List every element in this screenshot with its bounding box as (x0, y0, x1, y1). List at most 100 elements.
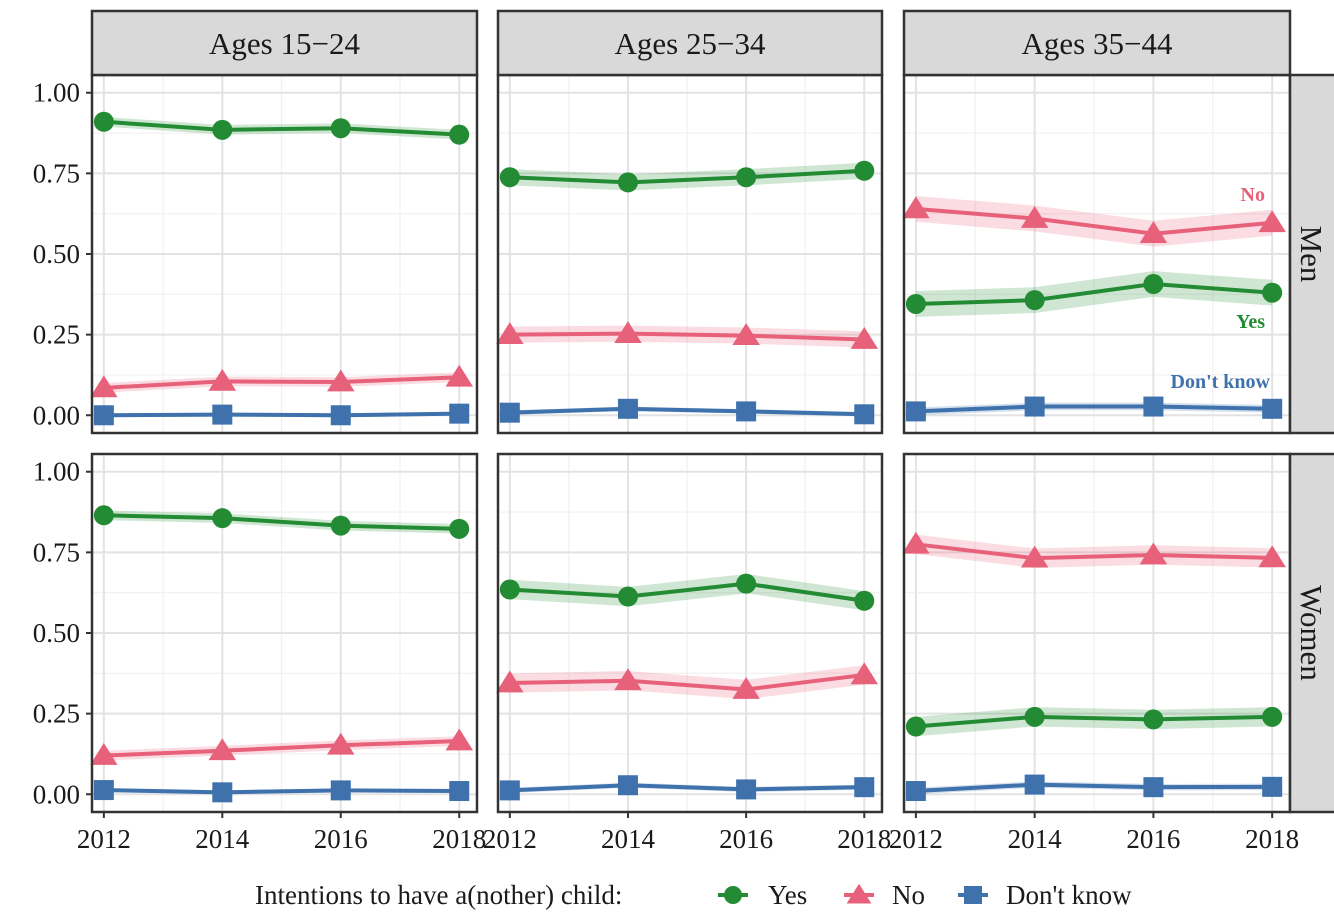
point-dk (93, 780, 114, 801)
x-tick-label: 2012 (483, 824, 537, 854)
point-no (445, 728, 473, 751)
row-strip (1288, 73, 1334, 435)
point-dk (905, 781, 926, 802)
legend-item-dk: Don't know (958, 880, 1132, 910)
series-yes (499, 573, 875, 611)
point-no (1258, 210, 1286, 233)
annotations-layer: No Yes Don't know (1171, 184, 1271, 393)
line-no (103, 375, 460, 390)
column-strip-label: Ages 25−34 (615, 26, 766, 61)
line-yes (509, 168, 865, 185)
strips-layer: Ages 15−24 Ages 25−34 Ages 35−44 Men Women (90, 9, 1334, 814)
point-no (90, 743, 118, 765)
point-dk (736, 401, 757, 422)
line-no (509, 331, 865, 342)
point-dk (449, 781, 470, 802)
y-tick-label: 1.00 (33, 78, 80, 108)
point-no (614, 668, 642, 691)
x-tick-label: 2016 (314, 824, 368, 854)
point-yes (736, 167, 757, 188)
point-no (496, 322, 524, 345)
legend-label: Don't know (1006, 880, 1132, 910)
row-strip-label: Women (1294, 585, 1329, 681)
point-no (496, 670, 524, 693)
point-no (1020, 206, 1049, 228)
point-dk (617, 398, 638, 419)
point-dk (736, 779, 757, 800)
series-yes (499, 160, 875, 193)
legend-marker (846, 883, 872, 904)
ribbon-yes (509, 162, 865, 191)
series-yes (905, 271, 1283, 317)
point-yes (1024, 706, 1045, 727)
point-no (445, 364, 473, 387)
panel-r0-c0 (90, 73, 479, 435)
point-no (732, 323, 760, 345)
point-no (1139, 542, 1168, 565)
point-dk (854, 404, 875, 425)
row-strip-label: Men (1294, 226, 1329, 283)
point-yes (449, 518, 470, 539)
point-dk (1262, 776, 1283, 797)
annotation-dont-know: Don't know (1171, 371, 1271, 393)
ribbon-yes (509, 573, 865, 611)
point-dk (1024, 396, 1045, 417)
legend-label: No (892, 880, 925, 910)
legend-item-yes: Yes (718, 880, 807, 910)
point-dk (1024, 774, 1045, 795)
y-tick-label: 1.00 (33, 457, 80, 487)
panel-r0-c1 (496, 73, 884, 435)
legend-marker (724, 886, 742, 904)
point-no (327, 732, 355, 755)
column-strip (902, 9, 1292, 77)
point-yes (499, 579, 520, 600)
series-no (902, 531, 1286, 568)
point-yes (93, 111, 114, 132)
series-no (902, 195, 1286, 247)
line-yes (103, 119, 460, 137)
point-yes (1262, 282, 1283, 303)
line-no (915, 542, 1273, 561)
x-tick-label: 2018 (432, 824, 486, 854)
point-dk (212, 404, 233, 425)
point-no (208, 368, 237, 391)
point-dk (1262, 398, 1283, 419)
y-tick-label: 0.75 (33, 537, 80, 567)
series-no (496, 321, 879, 349)
point-no (1020, 545, 1049, 568)
y-tick-label: 0.75 (33, 158, 80, 188)
point-no (732, 676, 760, 699)
line-yes (509, 581, 865, 603)
point-no (850, 326, 879, 349)
ribbon-no (915, 195, 1273, 247)
panel-r1-c1 (496, 452, 884, 814)
column-strip-label: Ages 15−24 (209, 26, 360, 61)
point-yes (736, 573, 757, 594)
point-dk (449, 403, 470, 424)
point-yes (93, 505, 114, 526)
column-strip (496, 9, 884, 77)
point-yes (212, 119, 233, 140)
legend-label: Yes (768, 880, 807, 910)
x-tick-label: 2014 (1008, 824, 1063, 854)
x-tick-label: 2016 (1126, 824, 1180, 854)
point-yes (1143, 273, 1164, 294)
panels-layer (90, 73, 1292, 814)
point-yes (499, 167, 520, 188)
column-strip-label: Ages 35−44 (1022, 26, 1173, 61)
annotation-yes: Yes (1236, 311, 1265, 333)
line-dk (915, 782, 1273, 794)
line-dk (103, 411, 460, 418)
series-dk (93, 780, 470, 803)
point-yes (1024, 290, 1045, 311)
point-yes (854, 590, 875, 611)
x-tick-label: 2014 (601, 824, 656, 854)
point-dk (617, 775, 638, 796)
series-no (496, 662, 879, 700)
point-dk (499, 402, 520, 423)
point-dk (1143, 777, 1164, 798)
annotation-no: No (1241, 184, 1265, 206)
line-yes (915, 281, 1273, 306)
series-dk (905, 774, 1283, 802)
